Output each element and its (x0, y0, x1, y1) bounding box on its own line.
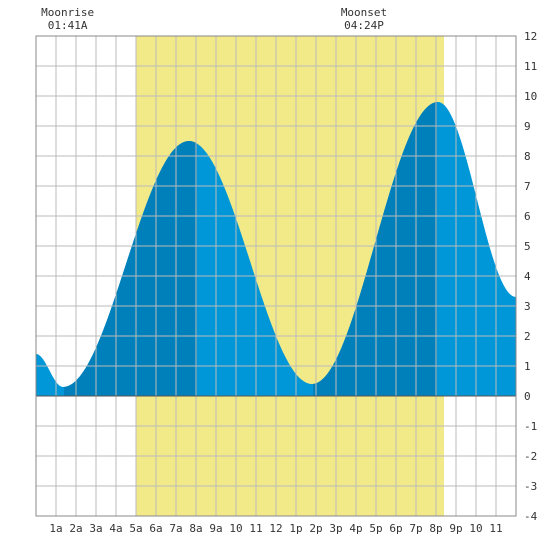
y-tick-label: 3 (524, 300, 531, 313)
moonset-time: 04:24P (344, 19, 384, 32)
x-axis-labels: 1a 2a 3a 4a 5a 6a 7a 8a 9a 10 11 12 1p 2p 3p 4p 5p 6p 7p 8p… (49, 522, 502, 535)
x-tick-label: 9a (209, 522, 222, 535)
x-tick-label: 9p (449, 522, 462, 535)
x-tick-label: 10 (229, 522, 242, 535)
y-tick-label: -1 (524, 420, 537, 433)
moonrise-time: 01:41A (48, 19, 88, 32)
x-tick-label: 11 (249, 522, 262, 535)
x-tick-label: 4p (349, 522, 362, 535)
x-tick-label: 7a (169, 522, 182, 535)
y-tick-label: 12 (524, 30, 537, 43)
y-tick-label: 1 (524, 360, 531, 373)
y-tick-label: 10 (524, 90, 537, 103)
y-tick-label: -2 (524, 450, 537, 463)
y-tick-label: 8 (524, 150, 531, 163)
x-tick-label: 6a (149, 522, 162, 535)
y-tick-label: -4 (524, 510, 538, 523)
y-tick-label: 5 (524, 240, 531, 253)
x-tick-label: 3p (329, 522, 342, 535)
x-tick-label: 6p (389, 522, 402, 535)
x-tick-label: 8a (189, 522, 202, 535)
y-tick-label: 2 (524, 330, 531, 343)
y-tick-label: 7 (524, 180, 531, 193)
moon-up-shading (64, 102, 437, 396)
y-tick-label: -3 (524, 480, 537, 493)
x-tick-label: 2a (69, 522, 82, 535)
x-tick-label: 7p (409, 522, 422, 535)
x-tick-label: 5a (129, 522, 142, 535)
y-tick-label: 11 (524, 60, 537, 73)
y-tick-label: 0 (524, 390, 531, 403)
x-tick-label: 1p (289, 522, 302, 535)
y-tick-label: 9 (524, 120, 531, 133)
x-tick-label: 3a (89, 522, 102, 535)
grid-lines (36, 36, 516, 516)
moonrise-label: Moonrise (41, 6, 94, 19)
y-tick-label: 6 (524, 210, 531, 223)
moon-up-tide-fill (64, 141, 197, 396)
annotation-moonset: Moonset 04:24P (341, 6, 387, 32)
x-tick-label: 8p (429, 522, 442, 535)
y-tick-label: 4 (524, 270, 531, 283)
x-tick-label: 11 (489, 522, 502, 535)
x-tick-label: 12 (269, 522, 282, 535)
plot-border (35, 35, 517, 517)
annotation-moonrise: Moonrise 01:41A (41, 6, 94, 32)
moonset-label: Moonset (341, 6, 387, 19)
moon-up-tide-fill (313, 102, 437, 396)
x-tick-label: 10 (469, 522, 482, 535)
x-tick-label: 2p (309, 522, 322, 535)
x-tick-label: 4a (109, 522, 122, 535)
x-tick-label: 5p (369, 522, 382, 535)
x-tick-label: 1a (49, 522, 62, 535)
